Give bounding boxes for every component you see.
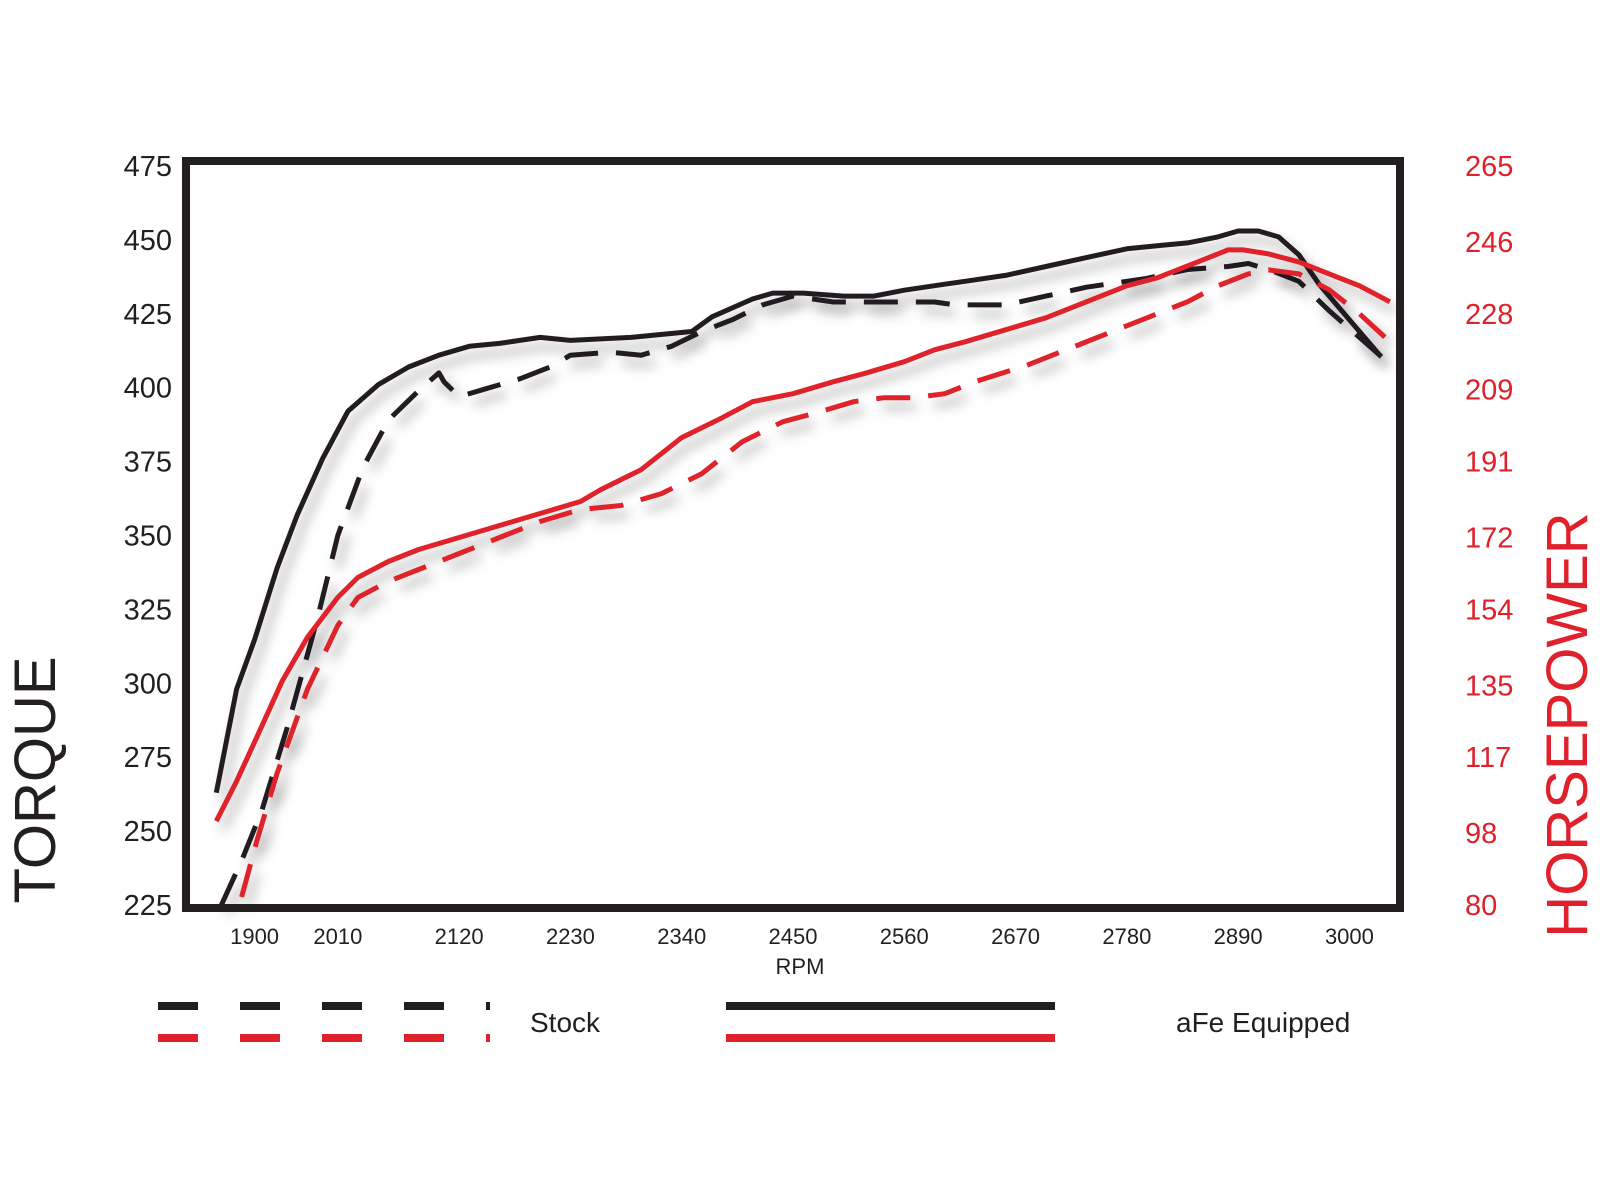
y-right-tick-label: 135 [1465,670,1513,702]
legend-afe-label: aFe Equipped [1176,1007,1350,1038]
y-right-tick-label: 117 [1465,742,1511,774]
x-tick-label: 2340 [657,924,706,949]
y-left-tick-label: 450 [124,225,172,257]
x-tick-label: 2670 [991,924,1040,949]
x-tick-label: 2890 [1214,924,1263,949]
y-right-tick-labels: 265 246 228 209 191 172 154 135 117 98 80 [1465,151,1513,922]
series-line-torque-stock [219,261,1392,907]
y-right-tick-label: 98 [1465,818,1497,850]
right-axis-title: HORSEPOWER [1535,512,1600,937]
y-left-tick-label: 275 [124,742,172,774]
y-left-tick-label: 425 [124,299,172,331]
y-left-tick-label: 475 [124,151,172,183]
y-right-tick-label: 265 [1465,151,1513,183]
y-right-tick-label: 246 [1465,227,1513,259]
y-right-tick-label: 191 [1465,447,1513,479]
x-axis-title: RPM [776,954,825,979]
y-right-tick-label: 80 [1465,890,1497,922]
y-left-tick-label: 325 [124,594,172,626]
y-left-tick-labels: 475 450 425 400 375 350 325 300 275 250 225 [124,151,172,922]
x-tick-label: 2780 [1102,924,1151,949]
x-tick-label: 3000 [1325,924,1374,949]
x-tick-label: 2010 [313,924,362,949]
series-line-horsepower-afe-equipped [214,247,1392,823]
y-left-tick-label: 250 [124,816,172,848]
x-tick-label: 2230 [546,924,595,949]
y-right-tick-label: 209 [1465,375,1513,407]
y-left-tick-label: 225 [124,890,172,922]
series-layer [213,228,1392,907]
x-tick-label: 1900 [230,924,279,949]
left-axis-title: TORQUE [3,656,68,903]
y-right-tick-label: 228 [1465,299,1513,331]
y-left-tick-label: 300 [124,668,172,700]
x-tick-label: 2120 [435,924,484,949]
y-left-tick-label: 350 [124,521,172,553]
y-left-tick-label: 375 [124,447,172,479]
y-right-tick-label: 172 [1465,522,1513,554]
x-tick-label: 2450 [769,924,818,949]
x-tick-labels: 1900 2010 2120 2230 2340 2450 2560 2670 2780 2890… [230,924,1374,949]
y-left-tick-label: 400 [124,373,172,405]
series-line-torque-afe-equipped [213,228,1382,794]
legend: Stock aFe Equipped [158,1002,1350,1042]
legend-stock-label: Stock [530,1007,601,1038]
y-right-tick-label: 154 [1465,594,1513,626]
series-line-horsepower-stock [239,267,1392,898]
x-tick-label: 2560 [880,924,929,949]
plot-frame [182,157,1404,912]
